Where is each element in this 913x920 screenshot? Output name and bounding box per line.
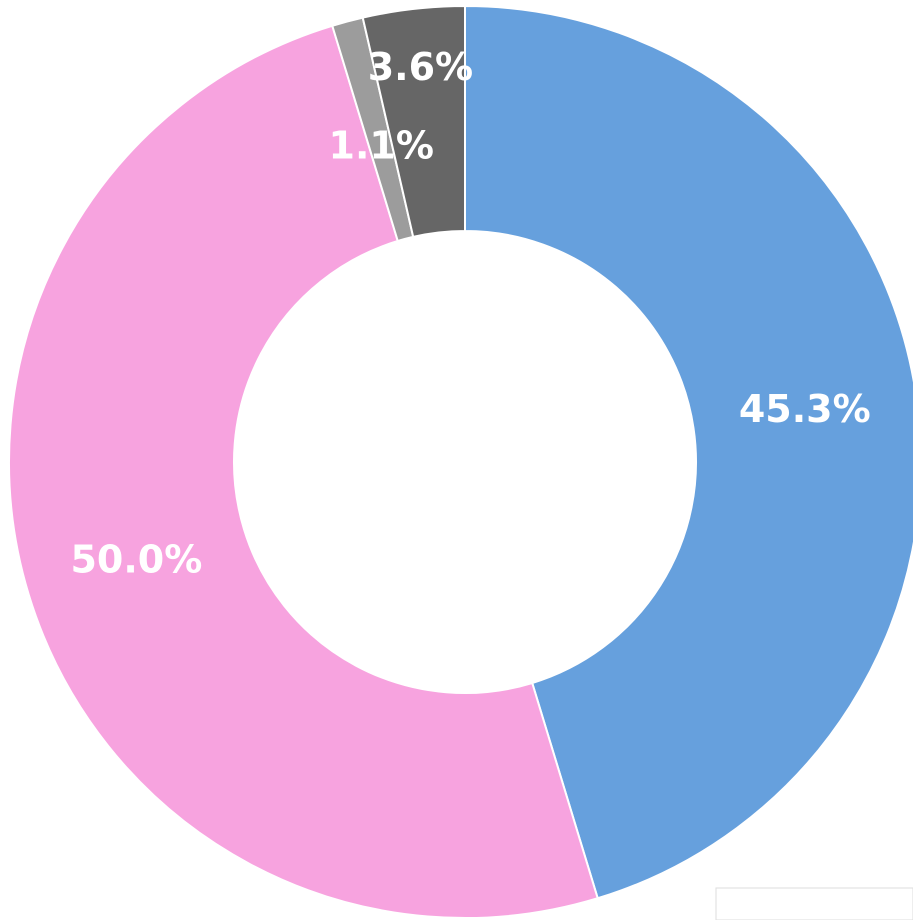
legend-box-fragment bbox=[715, 887, 913, 920]
donut-slice bbox=[8, 24, 599, 919]
data-label: 50.0% bbox=[70, 537, 202, 581]
data-label: 1.1% bbox=[329, 123, 434, 167]
data-label: 3.6% bbox=[368, 45, 473, 89]
donut-slice bbox=[464, 4, 913, 900]
data-label: 45.3% bbox=[739, 387, 871, 431]
donut-slice bbox=[361, 4, 466, 239]
